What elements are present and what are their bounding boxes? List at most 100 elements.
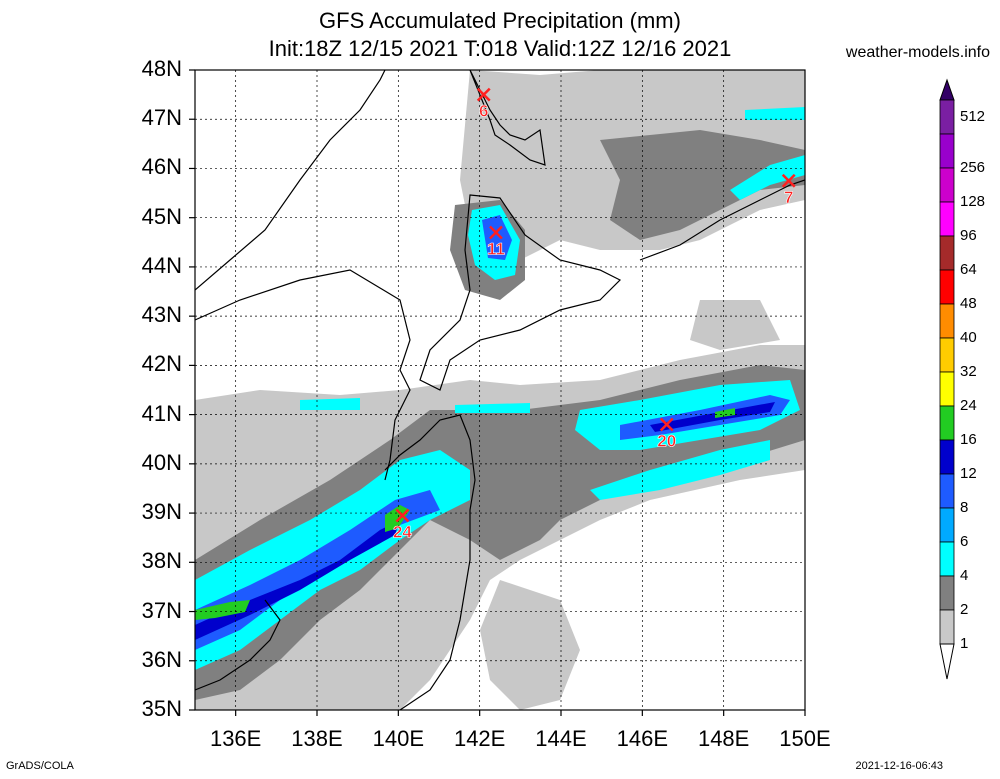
precip-4mm-strip: [300, 398, 360, 410]
lon-label: 136E: [209, 726, 262, 751]
colorbar-swatch: [939, 133, 955, 169]
colorbar-label: 4: [960, 567, 969, 584]
map-title: GFS Accumulated Precipitation (mm): [319, 8, 681, 33]
precip-12mm-east: [650, 402, 775, 432]
lon-label: 146E: [616, 726, 669, 751]
precip-2mm-band: [195, 365, 805, 700]
colorbar-label: 32: [960, 363, 977, 380]
colorbar-swatch: [939, 235, 955, 271]
precip-16mm-patch3: [715, 408, 735, 418]
lat-label: 47N: [141, 105, 182, 131]
colorbar-swatch: [939, 405, 955, 441]
colorbar-label: 16: [960, 431, 977, 448]
lat-label: 40N: [141, 449, 182, 475]
lat-label: 46N: [141, 154, 182, 180]
honshu: [384, 414, 476, 710]
max-marker: 20: [657, 417, 676, 451]
lat-label: 37N: [141, 597, 182, 623]
lon-label: 148E: [697, 726, 750, 751]
colorbar-swatch: [939, 507, 955, 543]
marker-cross: [476, 87, 491, 102]
axis-ticks: [189, 69, 806, 716]
colorbar-label: 96: [960, 227, 977, 244]
precip-4mm-northeast: [730, 155, 805, 200]
colorbar-swatch: [939, 575, 955, 611]
precip-8mm-hokkaido: [482, 215, 512, 260]
precip-12mm-band: [195, 520, 400, 640]
colorbar-swatch: [939, 201, 955, 237]
colorbar-label: 1: [960, 635, 969, 652]
site-label: weather-models.info: [845, 44, 990, 61]
colorbar-swatch: [939, 473, 955, 509]
precip-16mm-patch: [195, 600, 250, 620]
colorbar-swatch: [939, 99, 955, 135]
colorbar-label: 24: [960, 397, 977, 414]
timestamp-label: 2021-12-16-06:43: [855, 760, 943, 772]
sakhalin: [469, 70, 546, 166]
colorbar-swatch: [939, 337, 955, 373]
colorbar-swatch: [939, 167, 955, 203]
colorbar-label: 12: [960, 465, 977, 482]
map-subtitle: Init:18Z 12/15 2021 T:018 Valid:12Z 12/1…: [268, 36, 732, 61]
colorbar-swatch: [939, 439, 955, 475]
marker-cross: [659, 417, 674, 432]
lon-label: 140E: [372, 726, 425, 751]
max-marker: 11: [487, 225, 505, 259]
marker-label: 6: [479, 102, 488, 121]
lat-label: 36N: [141, 646, 182, 672]
coastline: [195, 70, 805, 710]
lon-label: 138E: [291, 726, 343, 751]
hokkaido: [419, 194, 622, 391]
colorbar-label: 6: [960, 533, 969, 550]
precip-16mm-patch2: [385, 505, 410, 532]
lat-label: 44N: [141, 252, 182, 278]
marker-cross: [489, 225, 503, 240]
colorbar-swatch: [939, 303, 955, 339]
colorbar-swatch: [939, 269, 955, 305]
precip-2mm-north: [600, 130, 805, 240]
lat-label: 43N: [141, 302, 182, 328]
precip-1mm-east: [690, 300, 780, 350]
colorbar-label: 256: [960, 159, 986, 176]
lat-label: 42N: [141, 351, 182, 377]
marker-cross: [395, 508, 410, 523]
colorbar-label: 128: [960, 193, 986, 210]
colorbar-label: 8: [960, 499, 969, 516]
lat-label: 41N: [141, 400, 182, 426]
max-marker: 24: [393, 508, 413, 542]
lat-label: 48N: [141, 56, 182, 81]
lat-label: 38N: [141, 548, 182, 574]
marker-cross: [781, 173, 796, 188]
marker-label: 20: [657, 431, 676, 450]
colorbar-label: 2: [960, 601, 969, 618]
precip-4mm-ne2: [745, 107, 805, 120]
precip-4mm-strip2: [455, 403, 530, 413]
marker-label: 24: [393, 523, 412, 542]
colorbar-bottom-arrow: [939, 643, 955, 680]
colorbar-swatch: [939, 609, 955, 645]
marker-label: 11: [487, 239, 505, 258]
lat-label: 39N: [141, 499, 182, 525]
map-frame: [194, 69, 806, 711]
honshu-west: [195, 599, 281, 691]
colorbar: [939, 78, 955, 680]
colorbar-swatch: [939, 371, 955, 407]
graticule: [195, 70, 805, 710]
lat-label: 45N: [141, 203, 182, 229]
precip-1mm-se: [480, 580, 580, 710]
lat-label: 35N: [141, 696, 182, 721]
lon-label: 150E: [779, 726, 831, 751]
asia-coast2: [195, 269, 411, 481]
lon-label: 144E: [535, 726, 587, 751]
colorbar-label: 40: [960, 329, 977, 346]
lon-label: 142E: [453, 726, 506, 751]
colorbar-swatch: [939, 541, 955, 577]
colorbar-label: 512: [960, 108, 986, 125]
colorbar-label: 64: [960, 261, 977, 278]
marker-label: 7: [784, 188, 793, 207]
precip-4mm-east2: [590, 440, 770, 500]
colorbar-label: 48: [960, 295, 977, 312]
credit-label: GrADS/COLA: [6, 760, 74, 772]
max-markers: 6 11 7 20 24: [393, 87, 796, 542]
